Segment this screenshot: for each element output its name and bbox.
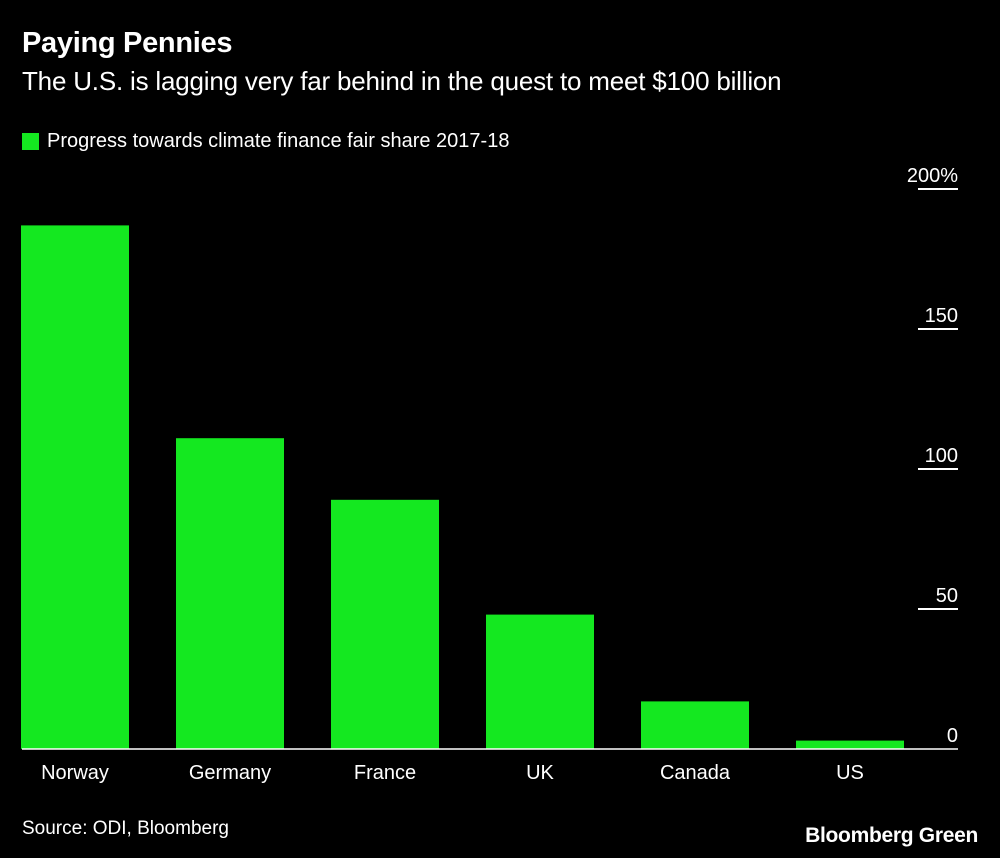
bar-uk	[486, 614, 594, 749]
chart-title: Paying Pennies	[22, 27, 233, 59]
bar-us	[796, 740, 904, 749]
y-tick-label: 0	[947, 725, 958, 747]
source-note: Source: ODI, Bloomberg	[22, 818, 229, 839]
legend-swatch	[22, 133, 39, 150]
bar-france	[331, 499, 439, 749]
x-tick-label: US	[836, 762, 864, 784]
x-tick-label: UK	[526, 762, 554, 784]
x-tick-label: Norway	[41, 762, 109, 784]
y-tick-label: 150	[925, 305, 958, 327]
bar-norway	[21, 225, 129, 749]
y-tick-label: 100	[925, 445, 958, 467]
brand-logo: Bloomberg Green	[805, 824, 978, 847]
legend: Progress towards climate finance fair sh…	[22, 130, 509, 153]
legend-label: Progress towards climate finance fair sh…	[47, 130, 510, 152]
y-tick-label: 50	[936, 585, 958, 607]
x-tick-label: Germany	[189, 762, 271, 784]
x-tick-label: Canada	[660, 762, 731, 784]
chart-subtitle: The U.S. is lagging very far behind in t…	[22, 66, 782, 96]
x-tick-label: France	[354, 762, 416, 784]
y-tick-label: 200%	[907, 165, 958, 187]
bar-canada	[641, 701, 749, 749]
bar-germany	[176, 438, 284, 749]
